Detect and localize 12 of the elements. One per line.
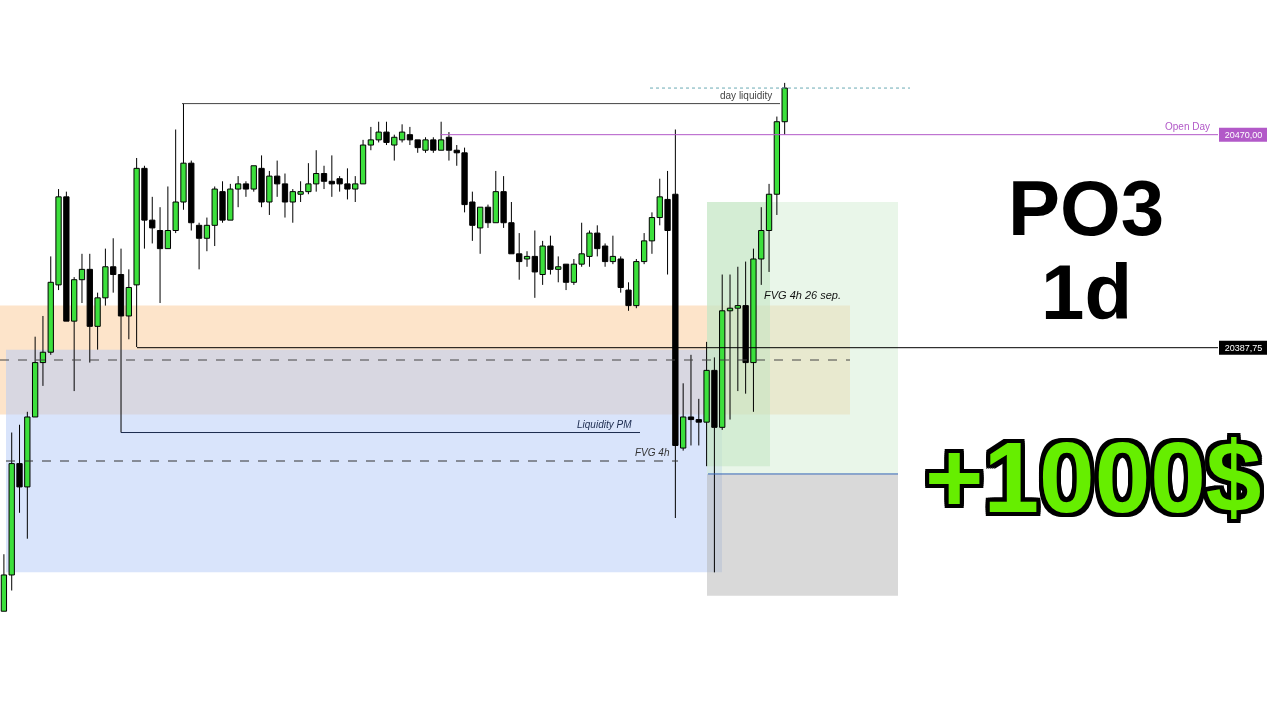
annotation: FVG 4h 26 sep. [764, 289, 842, 301]
ref-line-label: day liquidity [720, 90, 773, 101]
candlestick [195, 222, 203, 270]
y-tick-label: 20387,75 [1224, 342, 1263, 353]
text: +1000$ [925, 421, 1262, 533]
candlestick [125, 268, 132, 340]
ref-line-label: Liquidity PM [577, 419, 633, 430]
text: PO3 1d [1008, 164, 1165, 336]
y-tick-label: 20470,00 [1224, 129, 1263, 140]
ref-line-label: Open Day [1165, 121, 1211, 132]
candlestick [156, 206, 164, 304]
ref-line-label: FVG 4h [635, 447, 670, 458]
